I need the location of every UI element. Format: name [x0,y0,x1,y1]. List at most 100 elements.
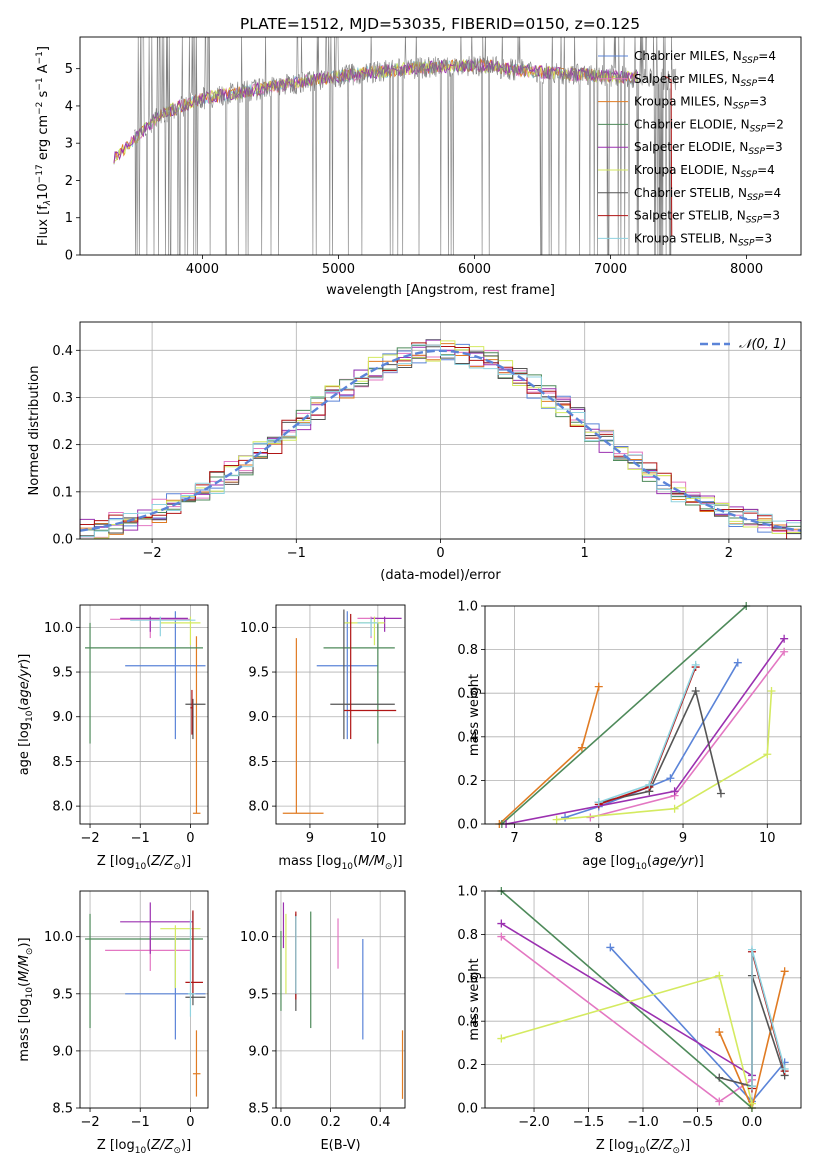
mass-weight-marker [670,787,679,796]
y-tick-label: 0.2 [457,774,478,789]
y-tick-label: 8.0 [248,800,269,815]
y-tick-label: 1.0 [457,600,478,615]
mass-weight-marker [691,687,700,696]
y-axis-label: Flux [fλ10−17 erg cm−2 s−1 A−1] [35,46,53,246]
y-tick-label: 0.0 [457,1102,478,1117]
y-tick-label: 9.5 [248,666,269,681]
x-tick-label: 0.4 [370,1115,391,1130]
mass-weight-marker [715,1028,724,1037]
x-tick-label: −2.0 [518,1115,550,1130]
axes-frame [79,604,209,825]
y-tick-label: 8.5 [248,1102,269,1117]
x-tick-label: 10 [759,831,776,846]
mass-weight-marker [552,815,561,824]
mass-weight-line [598,666,697,806]
mass-weight-marker [497,1034,506,1043]
y-tick-label: 1.0 [457,885,478,900]
mass-weight-marker [691,660,700,669]
x-tick-label: 0 [436,546,444,561]
y-tick-label: 3 [65,137,73,152]
y-axis-label: mass [log10(M/M⊙)] [17,937,35,1061]
x-tick-label: 6000 [458,262,491,277]
y-tick-label: 9.5 [52,666,73,681]
x-axis-label: mass [log10(M/M⊙)] [278,854,402,872]
x-tick-label: 0.0 [271,1115,292,1130]
axes-frame [79,890,209,1109]
age-vs-Z-axes: −2 −1 0 8.0 8.5 9.0 9.5 10.0 Z [log10(Z/Z⊙)] age … [17,604,209,872]
mass-weight-marker [747,945,756,954]
x-axis-label: Z [log10(Z/Z⊙)] [97,854,191,872]
mass-weight-marker [780,967,789,976]
mass-weight-marker [666,774,675,783]
x-tick-label: −2 [80,1115,99,1130]
legend-label: Salpeter STELIB, NSSP=3 [634,209,780,226]
mass-weight-marker [594,682,603,691]
y-tick-label: 4 [65,99,73,114]
spectrum-legend: Chabrier MILES, NSSP=4 Salpeter MILES, NS… [598,49,784,248]
x-axis-label: Z [log10(Z/Z⊙)] [596,1138,690,1156]
y-axis-label: mass weight [467,958,482,1040]
mass-weight-marker [715,1073,724,1082]
x-tick-label: 4000 [186,262,219,277]
x-tick-label: −1 [131,831,150,846]
x-axis-label: age [log10(age/yr)] [582,854,704,872]
x-axis-label: wavelength [Angstrom, rest frame] [326,283,555,298]
residuals-axes: −2 −1 0 1 2 0.0 0.1 0.2 0.3 0.4 𝒩(0, 1) (data-model… [27,321,802,583]
axes-frame [275,890,406,1109]
y-tick-label: 10.0 [44,621,73,636]
mass-weight-marker [497,932,506,941]
mass-weight-marker [577,743,586,752]
x-tick-label: −1.5 [573,1115,605,1130]
mass-weight-marker [715,971,724,980]
y-tick-label: 9.0 [52,710,73,725]
y-tick-label: 2 [65,174,73,189]
y-tick-label: 8.5 [248,755,269,770]
mass-weight-line [500,935,753,1103]
x-tick-label: 10 [370,831,387,846]
mass-weight-marker [497,919,506,928]
legend-label: Kroupa STELIB, NSSP=3 [634,231,772,248]
massweight-vs-age-axes: 7 8 9 10 0.0 0.2 0.4 0.6 0.8 1.0 age [log10(age/yr… [457,600,802,872]
figure-title: PLATE=1512, MJD=53035, FIBERID=0150, z=0… [240,15,640,33]
legend-label: Chabrier STELIB, NSSP=4 [634,186,781,203]
y-tick-label: 8.5 [52,1102,73,1117]
x-tick-label: −1 [131,1115,150,1130]
y-tick-label: 0.8 [457,643,478,658]
axes-frame [275,604,406,825]
mass-weight-line [501,974,753,1104]
y-tick-label: 0.3 [52,391,73,406]
mass-weight-marker [780,1064,789,1073]
x-tick-label: 9 [679,831,687,846]
mass-weight-marker [670,804,679,813]
x-tick-label: 0 [186,831,194,846]
y-tick-label: 0.0 [457,818,478,833]
axes-frame [484,605,802,825]
y-tick-label: 9.5 [248,987,269,1002]
y-tick-label: 0.2 [457,1058,478,1073]
x-tick-label: 2 [725,546,733,561]
mass-weight-marker [594,798,603,807]
x-axis-label: (data-model)/error [380,568,501,583]
x-tick-label: −1.0 [627,1115,659,1130]
x-tick-label: 8 [595,831,603,846]
axes-frame [484,890,802,1109]
mass-weight-line [751,949,786,1087]
y-tick-label: 10.0 [240,621,269,636]
legend-label: Salpeter MILES, NSSP=4 [634,72,775,89]
mass-weight-marker [780,634,789,643]
legend-label: 𝒩(0, 1) [739,337,786,352]
y-tick-label: 0.8 [457,928,478,943]
y-tick-label: 8.5 [52,755,73,770]
mass-weight-marker [561,813,570,822]
x-tick-label: 5000 [322,262,355,277]
y-tick-label: 5 [65,62,73,77]
y-tick-label: 9.0 [52,1044,73,1059]
y-tick-label: 0.4 [457,1015,478,1030]
y-tick-label: 10.0 [44,930,73,945]
y-tick-label: 0 [65,249,73,264]
normal-curve [79,349,802,532]
massweight-vs-Z-axes: −2.0 −1.5 −1.0 −0.5 0.0 0.0 0.2 0.4 0.6 0.8 1.0 Z [… [457,885,802,1156]
mass-weight-line [501,605,747,825]
mass-weight-line [500,922,753,1077]
